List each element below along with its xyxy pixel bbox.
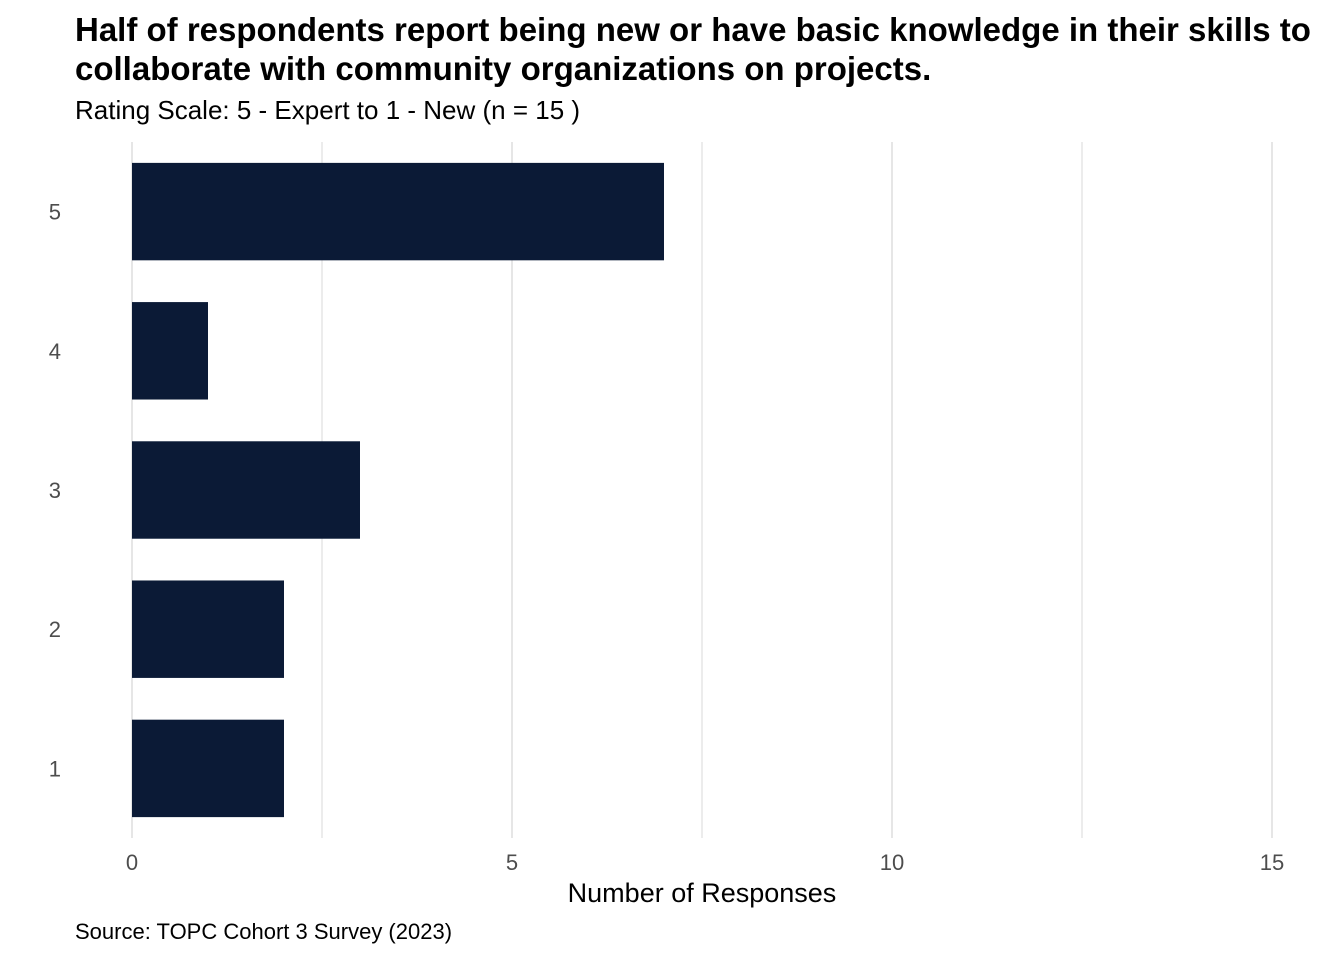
y-tick-labels: 5 4 3 2 1: [49, 200, 61, 782]
x-tick-labels: 0 5 10 15: [126, 850, 1284, 875]
x-axis-title: Number of Responses: [568, 878, 837, 908]
y-tick-label: 2: [49, 617, 61, 642]
x-tick-label: 5: [506, 850, 518, 875]
bars: [132, 162, 664, 818]
y-tick-label: 5: [49, 200, 61, 225]
bar-rating-4: [132, 302, 208, 400]
bar-rating-1: [132, 719, 284, 818]
bar-rating-3: [132, 441, 360, 539]
chart-title: Half of respondents report being new or …: [75, 11, 1311, 87]
x-tick-label: 10: [880, 850, 904, 875]
bar-rating-5: [132, 162, 664, 261]
x-tick-label: 0: [126, 850, 138, 875]
x-tick-label: 15: [1260, 850, 1284, 875]
y-tick-label: 3: [49, 478, 61, 503]
bar-rating-2: [132, 580, 284, 678]
y-tick-label: 4: [49, 339, 61, 364]
chart-subtitle: Rating Scale: 5 - Expert to 1 - New (n =…: [75, 95, 581, 125]
y-tick-label: 1: [49, 756, 61, 781]
chart-caption: Source: TOPC Cohort 3 Survey (2023): [75, 919, 453, 944]
